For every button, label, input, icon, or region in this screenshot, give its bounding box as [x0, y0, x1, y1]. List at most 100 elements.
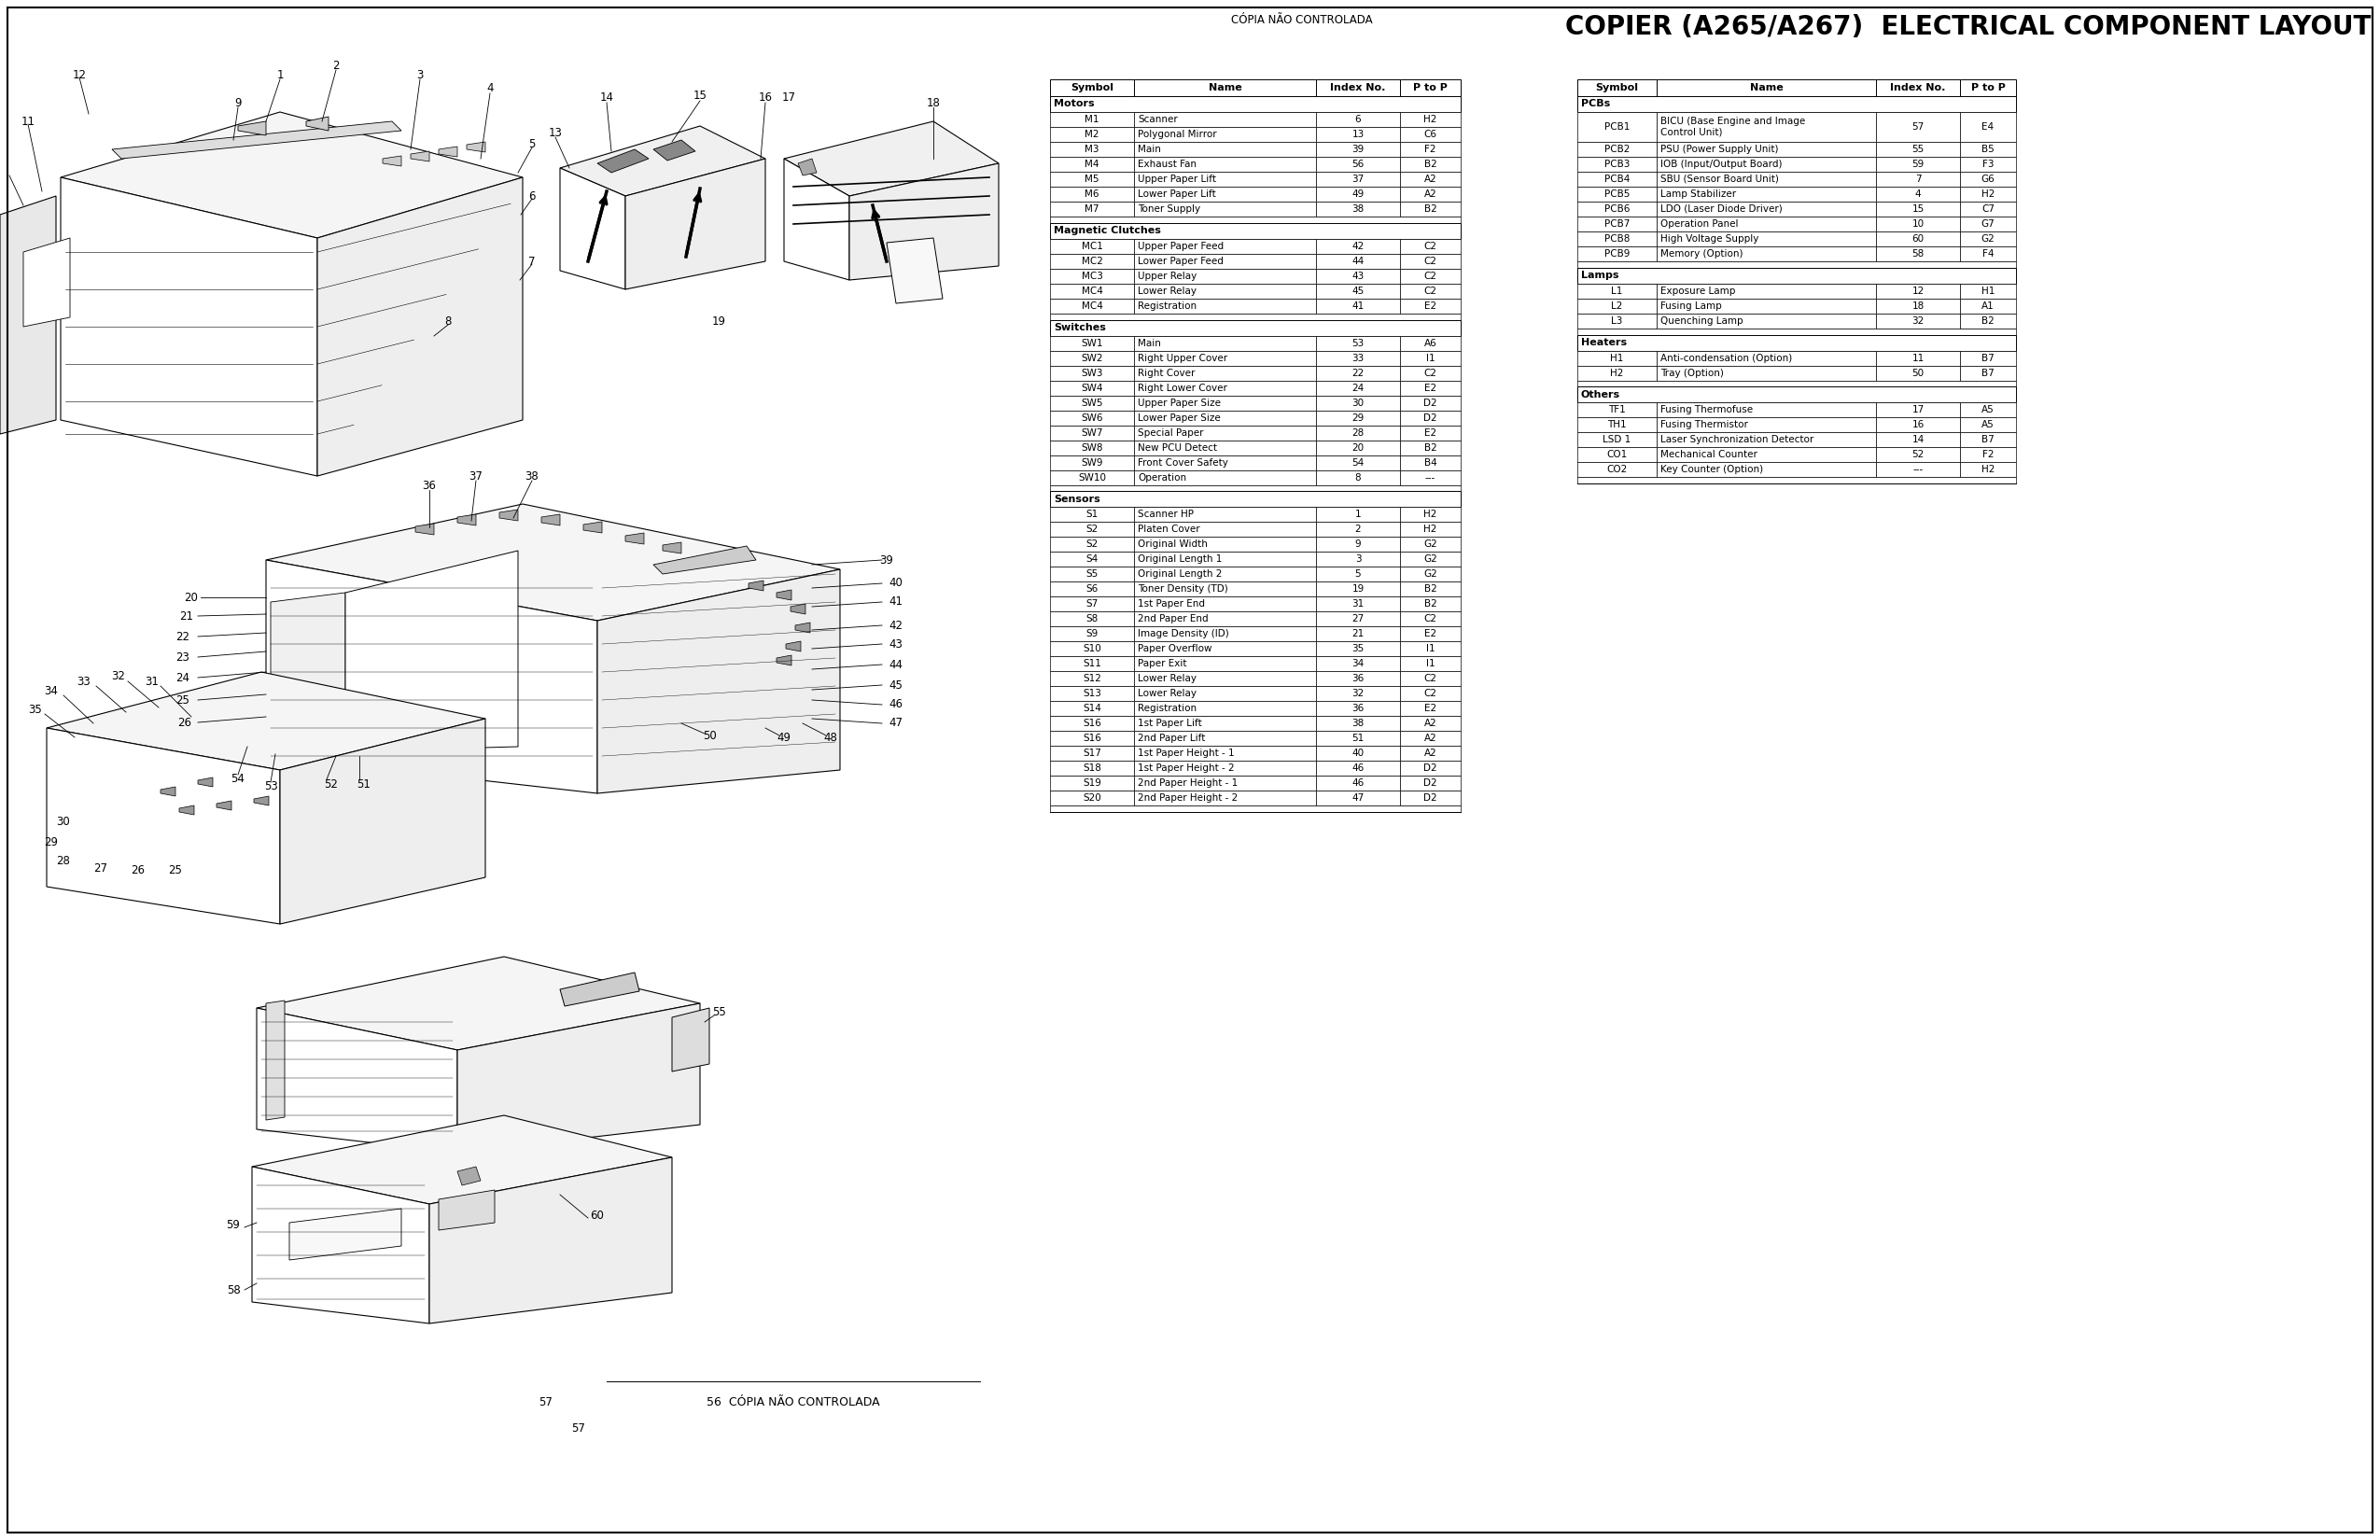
- Polygon shape: [112, 122, 402, 159]
- Bar: [1050, 598, 1133, 611]
- Text: S10: S10: [1083, 644, 1102, 653]
- Bar: [1961, 80, 2016, 95]
- Polygon shape: [48, 728, 281, 924]
- Text: M7: M7: [1085, 205, 1100, 214]
- Bar: [1316, 716, 1399, 731]
- Text: 3: 3: [1354, 554, 1361, 564]
- Text: 4: 4: [486, 83, 493, 95]
- Polygon shape: [797, 159, 816, 176]
- Text: 19: 19: [1352, 585, 1364, 594]
- Bar: [1316, 656, 1399, 671]
- Polygon shape: [662, 542, 681, 553]
- Polygon shape: [217, 801, 231, 810]
- Text: Lower Relay: Lower Relay: [1138, 675, 1197, 684]
- Text: E2: E2: [1423, 428, 1438, 437]
- Text: 2nd Paper Height - 2: 2nd Paper Height - 2: [1138, 793, 1238, 802]
- Bar: [1316, 642, 1399, 656]
- Text: Front Cover Safety: Front Cover Safety: [1138, 457, 1228, 467]
- Bar: [1133, 611, 1316, 627]
- Bar: [1399, 656, 1461, 671]
- Bar: [1133, 396, 1316, 410]
- Text: 2: 2: [333, 59, 340, 71]
- Text: 38: 38: [1352, 205, 1364, 214]
- Bar: [1050, 485, 1461, 491]
- Text: 47: 47: [890, 718, 902, 730]
- Bar: [1961, 433, 2016, 448]
- Text: 41: 41: [890, 596, 902, 608]
- Bar: [1578, 231, 1656, 246]
- Polygon shape: [252, 1115, 671, 1204]
- Text: 16: 16: [1911, 420, 1923, 430]
- Bar: [1050, 567, 1133, 582]
- Text: 25: 25: [176, 695, 190, 705]
- Text: S2: S2: [1085, 525, 1097, 534]
- Text: A6: A6: [1423, 339, 1438, 348]
- Bar: [1578, 380, 2016, 387]
- Text: 6: 6: [528, 189, 536, 202]
- Text: S16: S16: [1083, 719, 1102, 728]
- Polygon shape: [281, 719, 486, 924]
- Bar: [1656, 202, 1875, 217]
- Text: 42: 42: [890, 619, 902, 631]
- Text: Paper Exit: Paper Exit: [1138, 659, 1188, 668]
- Text: 32: 32: [1352, 690, 1364, 699]
- Text: SW1: SW1: [1081, 339, 1102, 348]
- Text: E4: E4: [1983, 122, 1994, 131]
- Bar: [1050, 268, 1133, 283]
- Bar: [1316, 239, 1399, 254]
- Text: B2: B2: [1423, 599, 1438, 608]
- Bar: [1961, 462, 2016, 477]
- Bar: [1316, 551, 1399, 567]
- Text: P to P: P to P: [1414, 83, 1447, 92]
- Text: Operation: Operation: [1138, 473, 1185, 482]
- Text: S2: S2: [1085, 541, 1097, 550]
- Text: 20: 20: [183, 591, 198, 604]
- Text: COPIER (A265/A267)  ELECTRICAL COMPONENT LAYOUT: COPIER (A265/A267) ELECTRICAL COMPONENT …: [1566, 14, 2370, 40]
- Text: 58: 58: [226, 1284, 240, 1297]
- Text: S16: S16: [1083, 735, 1102, 744]
- Polygon shape: [654, 547, 757, 574]
- Polygon shape: [345, 551, 519, 752]
- Bar: [1133, 365, 1316, 380]
- Bar: [1399, 299, 1461, 314]
- Text: B7: B7: [1983, 436, 1994, 445]
- Bar: [1399, 776, 1461, 792]
- Text: S9: S9: [1085, 630, 1097, 639]
- Text: 59: 59: [1911, 160, 1923, 169]
- Bar: [1050, 627, 1133, 642]
- Text: 31: 31: [1352, 599, 1364, 608]
- Bar: [1316, 611, 1399, 627]
- Bar: [1875, 202, 1961, 217]
- Text: S19: S19: [1083, 779, 1102, 788]
- Text: Quenching Lamp: Quenching Lamp: [1661, 316, 1742, 325]
- Bar: [1399, 716, 1461, 731]
- Text: 47: 47: [1352, 793, 1364, 802]
- Text: Registration: Registration: [1138, 302, 1197, 311]
- Text: Fusing Thermistor: Fusing Thermistor: [1661, 420, 1747, 430]
- Text: Magnetic Clutches: Magnetic Clutches: [1054, 226, 1161, 236]
- Bar: [1578, 217, 1656, 231]
- Text: C2: C2: [1423, 368, 1438, 377]
- Text: G6: G6: [1980, 174, 1994, 183]
- Text: S5: S5: [1085, 570, 1097, 579]
- Text: 7: 7: [1916, 174, 1921, 183]
- Text: 56  CÓPIA NÃO CONTROLADA: 56 CÓPIA NÃO CONTROLADA: [707, 1395, 881, 1408]
- Bar: [1133, 598, 1316, 611]
- Text: 17: 17: [781, 92, 795, 105]
- Bar: [1961, 112, 2016, 142]
- Bar: [1316, 456, 1399, 470]
- Text: S7: S7: [1085, 599, 1097, 608]
- Polygon shape: [671, 1009, 709, 1072]
- Bar: [1133, 792, 1316, 805]
- Text: New PCU Detect: New PCU Detect: [1138, 444, 1216, 453]
- Text: Upper Paper Size: Upper Paper Size: [1138, 399, 1221, 408]
- Bar: [1399, 551, 1461, 567]
- Polygon shape: [776, 590, 793, 601]
- Text: 45: 45: [890, 679, 902, 691]
- Bar: [1050, 671, 1133, 687]
- Text: A2: A2: [1423, 174, 1438, 183]
- Bar: [1050, 537, 1133, 551]
- Bar: [1316, 157, 1399, 172]
- Text: PCB7: PCB7: [1604, 219, 1630, 228]
- Text: 55: 55: [712, 1007, 726, 1019]
